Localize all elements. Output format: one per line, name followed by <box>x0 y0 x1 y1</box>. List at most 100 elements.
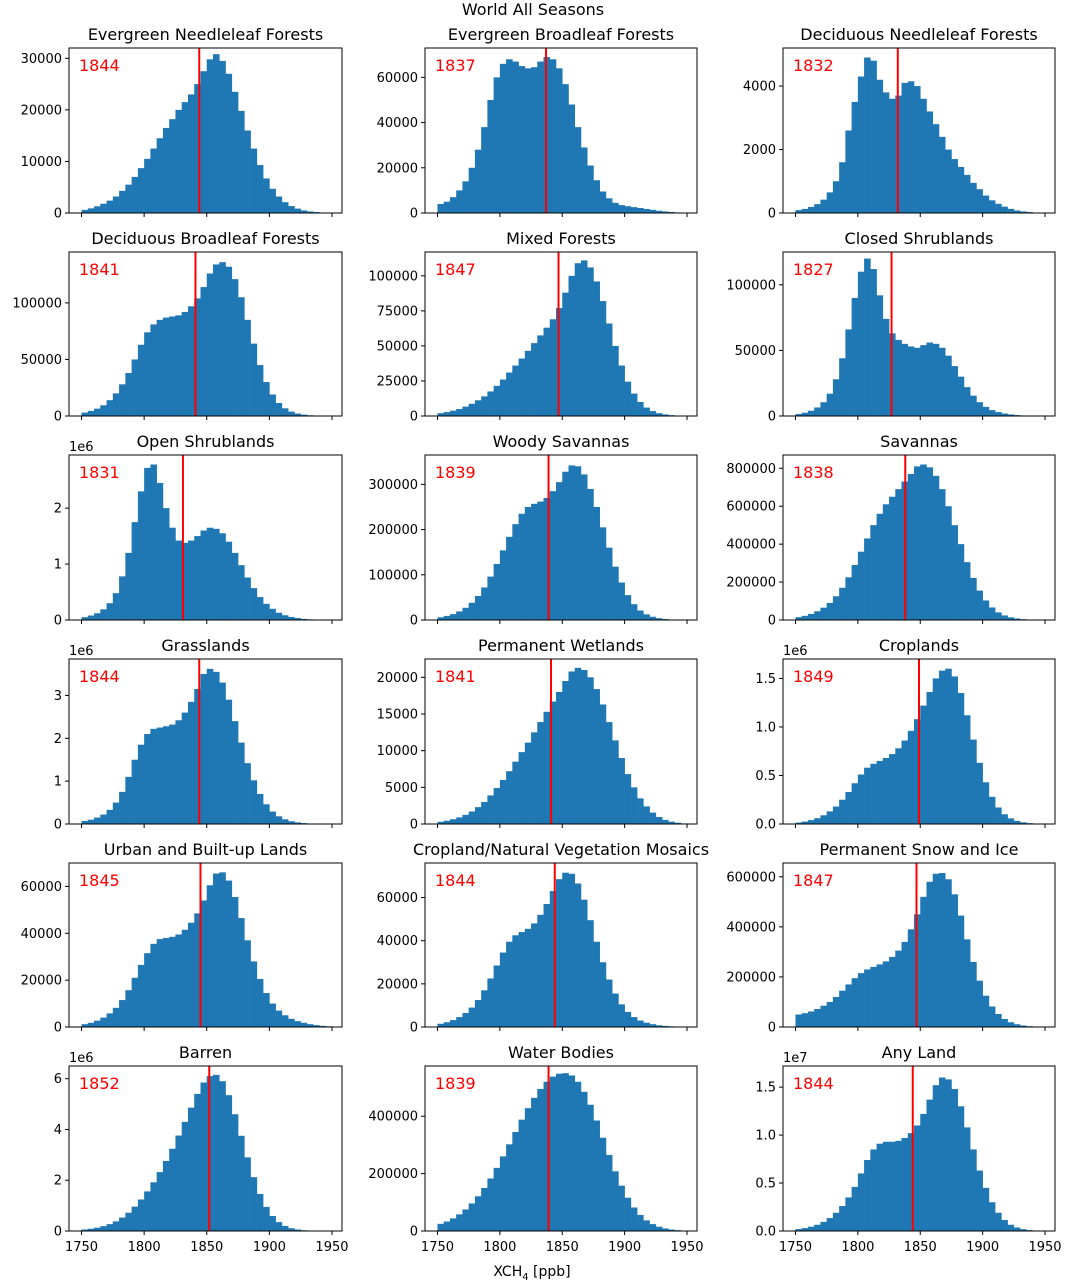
histogram-bar <box>857 774 865 824</box>
histogram-bar <box>995 1212 1002 1231</box>
histogram-bar <box>150 148 157 213</box>
histogram-bar <box>288 411 295 416</box>
histogram-bar <box>275 816 283 824</box>
histogram-bar <box>1001 615 1008 620</box>
histogram-bar <box>870 525 877 620</box>
histogram-bar <box>562 471 569 620</box>
histogram-bar <box>845 791 852 824</box>
histogram-bar <box>219 682 226 824</box>
histogram-bar <box>1007 617 1015 620</box>
histogram-bar <box>449 197 457 213</box>
histogram-bar <box>839 358 846 416</box>
histogram-bar <box>1013 1024 1021 1027</box>
histogram-bar <box>963 939 971 1027</box>
median-label: 1849 <box>793 667 834 686</box>
y-tick-label: 0.0 <box>755 818 776 833</box>
histogram-bar <box>826 1001 834 1027</box>
y-tick-label: 0 <box>410 818 418 833</box>
histogram-bar <box>87 208 95 213</box>
histogram-bar <box>87 410 95 416</box>
histogram-bar <box>449 819 457 824</box>
histogram-bar <box>462 607 469 620</box>
histogram-bar <box>618 205 625 213</box>
histogram-bar <box>1001 1219 1008 1231</box>
histogram-bar <box>493 965 501 1027</box>
x-tick-label: 1950 <box>315 1240 348 1255</box>
histogram-bar <box>150 464 157 620</box>
histogram-bar <box>845 1197 852 1231</box>
histogram-bar <box>81 412 89 416</box>
histogram-bar <box>213 54 220 213</box>
histogram-bar <box>256 597 264 620</box>
axes-frame <box>424 862 698 1028</box>
histogram-bar <box>169 936 176 1027</box>
panel-title: Barren <box>179 1043 232 1062</box>
histogram-bar <box>988 796 996 824</box>
histogram-bar <box>889 956 896 1027</box>
histogram-bar <box>175 1135 182 1231</box>
histogram-bar <box>814 1008 821 1027</box>
histogram-bar <box>1007 818 1015 824</box>
histogram-bar <box>481 1187 488 1231</box>
panel-title: Deciduous Needleleaf Forests <box>800 25 1037 44</box>
histogram-bar <box>449 410 457 416</box>
histogram-bar <box>281 1225 289 1231</box>
histogram-bar <box>932 343 940 416</box>
histogram-bar <box>839 799 846 824</box>
histogram-bar <box>125 990 132 1027</box>
histogram-bar <box>857 551 865 620</box>
histogram-bar <box>945 506 952 620</box>
histogram-bar <box>131 977 139 1027</box>
panel-evergreen-needleleaf-forests: Evergreen Needleleaf Forests 1844 0 10000 20… <box>21 25 343 222</box>
histogram-bar <box>662 1025 669 1027</box>
histogram-bar <box>531 67 538 214</box>
histogram-bar <box>169 316 176 416</box>
histogram-bar <box>474 400 482 416</box>
histogram-bar <box>851 783 859 824</box>
y-tick-label: 25000 <box>377 374 418 389</box>
histogram-bar <box>857 973 865 1027</box>
x-tick-label: 1900 <box>608 1240 641 1255</box>
histogram-bar <box>556 482 563 620</box>
y-tick-label: 60000 <box>21 880 62 895</box>
histogram-bar <box>518 66 526 213</box>
histogram-bar <box>524 1108 532 1231</box>
y-tick-label: 100000 <box>368 568 418 583</box>
panel-title: Water Bodies <box>508 1043 614 1062</box>
histogram-bar <box>864 1160 871 1231</box>
histogram-bar <box>468 602 476 620</box>
histogram-bar <box>643 1022 650 1027</box>
y-tick-label: 100000 <box>368 269 418 284</box>
histogram-bar <box>263 1206 270 1231</box>
histogram-bar <box>599 191 607 213</box>
panel-title: Cropland/Natural Vegetation Mosaics <box>413 840 709 859</box>
histogram-bar <box>801 821 809 824</box>
histogram-bar <box>256 165 264 213</box>
panel-any-land: Any Land 1844 1e7 0.0 0.5 1.0 1.5 1750 1800 1850 1… <box>755 1043 1061 1255</box>
median-label: 1841 <box>435 667 476 686</box>
histogram-bar <box>474 149 482 213</box>
histogram-bar <box>468 167 476 213</box>
histogram-bar <box>175 720 182 824</box>
histogram-bar <box>200 1082 208 1231</box>
histogram-bar <box>512 524 519 620</box>
histogram-bar <box>112 593 120 620</box>
histogram-bar <box>587 165 594 213</box>
histogram-bar <box>814 204 821 213</box>
histogram-bar <box>250 780 258 824</box>
histogram-bar <box>531 732 538 824</box>
histogram-bar <box>137 344 145 416</box>
histogram-bar <box>162 508 170 620</box>
histogram-bar <box>543 1081 551 1231</box>
histogram-bar <box>832 1212 840 1231</box>
histogram-bar <box>106 200 114 214</box>
histogram-bar <box>920 705 927 824</box>
histogram-bar <box>988 1006 996 1027</box>
histogram-bar <box>524 350 532 416</box>
histogram-bar <box>119 791 126 824</box>
histogram-bar <box>194 1093 201 1231</box>
histogram-bar <box>275 1010 283 1027</box>
y-tick-label: 600000 <box>726 870 776 885</box>
histogram-bar <box>907 473 915 620</box>
